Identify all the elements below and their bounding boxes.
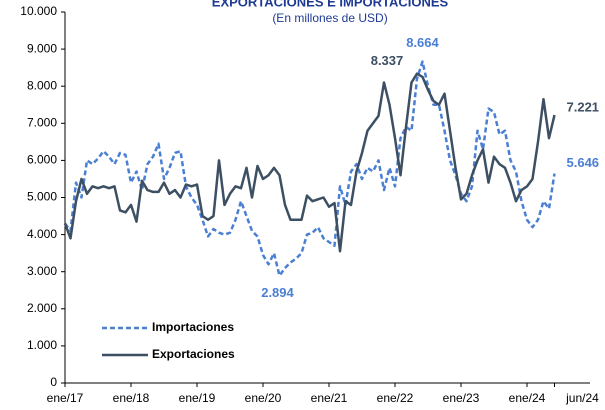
y-tick-label: 9.000 [27, 41, 57, 55]
y-tick-label: 10.000 [20, 4, 57, 18]
legend: Importaciones Exportaciones [102, 320, 235, 361]
y-tick-label: 0 [50, 375, 57, 389]
x-tick-label: ene/18 [113, 391, 150, 405]
y-tick-label: 6.000 [27, 153, 57, 167]
y-tick-label: 3.000 [27, 264, 57, 278]
x-tick-label: ene/21 [311, 391, 348, 405]
y-tick-label: 5.000 [27, 190, 57, 204]
annotation: 8.337 [371, 53, 404, 68]
x-tick-label: ene/19 [179, 391, 216, 405]
line-series [63, 72, 556, 253]
chart-title: EXPORTACIONES E IMPORTACIONES [212, 0, 449, 9]
y-tick-label: 8.000 [27, 78, 57, 92]
annotation: 2.894 [261, 285, 294, 300]
annotation: 8.664 [406, 35, 439, 50]
x-tick-label: ene/24 [509, 391, 546, 405]
chart-subtitle: (En millones de USD) [272, 11, 387, 25]
annotation: 7.221 [567, 100, 600, 115]
x-tick-label: ene/20 [245, 391, 282, 405]
legend-label: Exportaciones [152, 347, 235, 361]
x-tick-label: ene/23 [443, 391, 480, 405]
legend-label: Importaciones [152, 320, 234, 334]
y-tick-label: 4.000 [27, 227, 57, 241]
annotation: 5.646 [567, 155, 600, 170]
y-tick-label: 7.000 [27, 115, 57, 129]
x-tick-label: ene/22 [377, 391, 414, 405]
x-tick-label: jun/24 [565, 391, 599, 405]
line-series [63, 60, 556, 277]
y-tick-label: 1.000 [27, 338, 57, 352]
y-tick-label: 2.000 [27, 301, 57, 315]
x-tick-label: ene/17 [47, 391, 84, 405]
